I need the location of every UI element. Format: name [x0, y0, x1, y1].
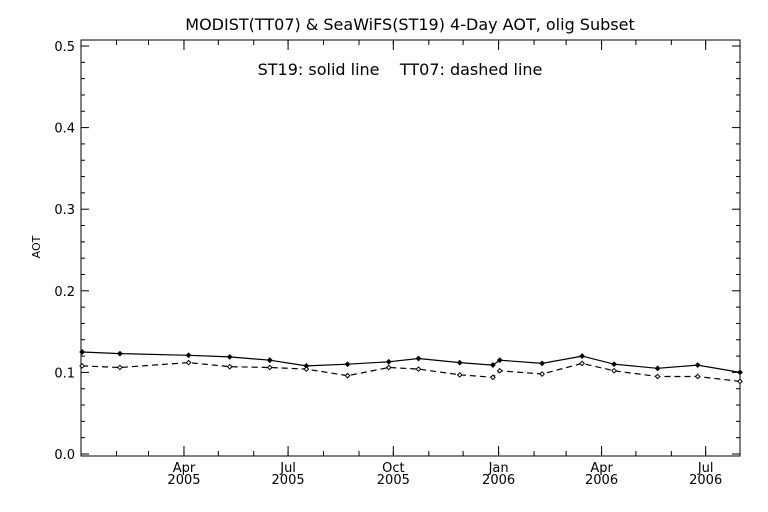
data-point	[694, 362, 701, 368]
data-point	[539, 360, 545, 367]
y-axis: 0.0 0.1 0.2 0.3 0.4 0.5	[54, 40, 740, 463]
data-point	[579, 353, 586, 359]
x-tick-month-label: Apr	[173, 461, 196, 476]
y-tick-label: 0.0	[54, 448, 75, 463]
data-point	[415, 366, 422, 373]
data-point	[385, 358, 392, 365]
x-tick-year-label: 2005	[272, 473, 305, 488]
data-point	[611, 361, 618, 368]
y-tick-label: 0.3	[54, 203, 75, 218]
series-line-st19	[82, 351, 741, 373]
data-point	[496, 367, 503, 374]
data-point	[456, 359, 463, 366]
x-tick-year-label: 2006	[585, 473, 618, 488]
data-point	[344, 361, 351, 368]
series-st19	[79, 349, 743, 376]
x-tick-month-label: Apr	[590, 461, 613, 476]
x-axis: Apr2005Jul2005Oct2005Jan2006Apr2006Jul20…	[115, 40, 722, 488]
series-line-tt07	[82, 361, 741, 382]
data-point	[79, 349, 86, 355]
chart-title: MODIST(TT07) & SeaWiFS(ST19) 4-Day AOT, …	[185, 15, 634, 34]
data-point	[116, 364, 123, 371]
x-tick-year-label: 2005	[377, 473, 410, 488]
data-point	[344, 372, 351, 379]
data-point	[266, 364, 273, 371]
data-point	[385, 364, 392, 371]
y-tick-label: 0.1	[54, 366, 75, 381]
y-tick-label: 0.5	[54, 40, 75, 55]
x-tick-year-label: 2005	[167, 473, 200, 488]
data-point	[737, 369, 743, 376]
x-tick-month-label: Oct	[382, 461, 404, 476]
x-tick-month-label: Jan	[488, 461, 509, 476]
x-tick-month-label: Jul	[697, 461, 714, 476]
x-tick-year-label: 2006	[482, 473, 515, 488]
data-point	[116, 350, 123, 357]
data-point	[611, 367, 618, 374]
y-axis-label: AOT	[30, 235, 43, 258]
data-point	[226, 353, 233, 360]
data-point	[415, 355, 422, 362]
data-point	[226, 363, 233, 370]
x-tick-month-label: Jul	[279, 461, 296, 476]
series-layer	[79, 349, 743, 385]
series-tt07	[79, 359, 743, 385]
data-point	[185, 359, 192, 366]
y-tick-label: 0.2	[54, 285, 75, 300]
data-point	[185, 352, 192, 359]
y-tick-label: 0.4	[54, 122, 75, 137]
data-point	[79, 362, 86, 369]
data-point	[579, 360, 586, 367]
data-point	[489, 374, 496, 381]
plot-frame	[80, 39, 741, 457]
data-point	[266, 357, 273, 364]
data-point	[456, 371, 463, 378]
data-point	[496, 357, 503, 364]
data-point	[654, 373, 661, 380]
data-point	[539, 371, 545, 377]
legend-annotation: ST19: solid line TT07: dashed line	[258, 60, 543, 79]
data-point	[303, 366, 310, 373]
data-point	[489, 362, 496, 368]
data-point	[737, 378, 743, 385]
data-point	[654, 365, 661, 372]
data-point	[694, 373, 701, 380]
x-tick-year-label: 2006	[689, 473, 722, 488]
